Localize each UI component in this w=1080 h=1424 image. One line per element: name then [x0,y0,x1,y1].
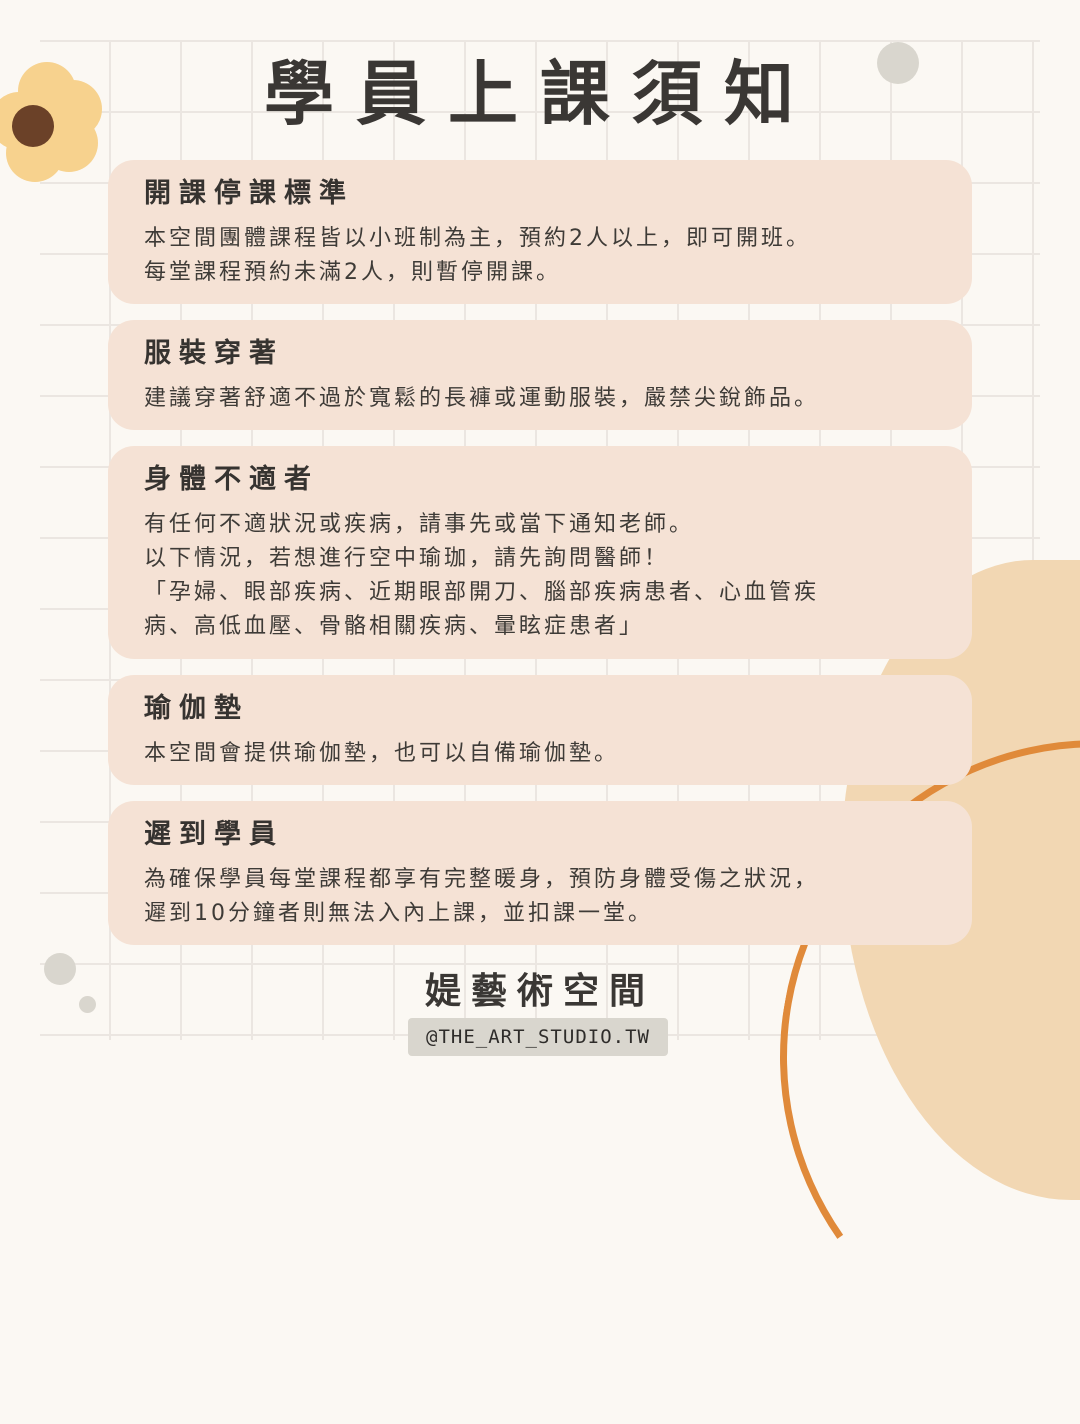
flower-icon [0,62,108,182]
card-text-line: 「孕婦、眼部疾病、近期眼部開刀、腦部疾病患者、心血管疾 [144,580,820,605]
grey-dot-decoration [877,42,919,84]
card-late-students: 遲到學員 為確保學員每堂課程都享有完整暖身，預防身體受傷之狀況， 遲到10分鐘者… [108,801,972,945]
card-dress-code: 服裝穿著 建議穿著舒適不過於寬鬆的長褲或運動服裝，嚴禁尖銳飾品。 [108,320,972,430]
card-text-line: 本空間團體課程皆以小班制為主，預約2人以上，即可開班。 [144,226,811,251]
card-text-line: 建議穿著舒適不過於寬鬆的長褲或運動服裝，嚴禁尖銳飾品。 [144,386,820,411]
social-handle: @THE_ART_STUDIO.TW [426,1026,650,1048]
studio-name: 媞藝術空間 [424,970,655,1012]
grey-dot-decoration [44,953,76,985]
card-text-line: 本空間會提供瑜伽墊，也可以自備瑜伽墊。 [144,741,620,766]
card-text-line: 為確保學員每堂課程都享有完整暖身，預防身體受傷之狀況， [144,867,820,892]
card-class-standard: 開課停課標準 本空間團體課程皆以小班制為主，預約2人以上，即可開班。 每堂課程預… [108,160,972,304]
card-yoga-mat: 瑜伽墊 本空間會提供瑜伽墊，也可以自備瑜伽墊。 [108,675,972,785]
card-heading: 身體不適者 [144,464,319,495]
card-text-line: 遲到10分鐘者則無法入內上課，並扣課一堂。 [144,901,653,926]
card-heading: 服裝穿著 [144,338,284,369]
grey-dot-decoration [79,996,96,1013]
card-text-line: 每堂課程預約未滿2人，則暫停開課。 [144,260,561,285]
card-heading: 開課停課標準 [144,178,354,209]
card-text-line: 有任何不適狀況或疾病，請事先或當下通知老師。 [144,512,695,537]
handle-background [408,1018,668,1056]
card-text-line: 病、高低血壓、骨骼相關疾病、暈眩症患者」 [144,614,645,639]
card-heading: 遲到學員 [144,819,284,850]
card-health-conditions: 身體不適者 有任何不適狀況或疾病，請事先或當下通知老師。 以下情況，若想進行空中… [108,446,972,659]
card-heading: 瑜伽墊 [144,693,249,724]
card-text-line: 以下情況，若想進行空中瑜珈，請先詢問醫師！ [144,546,670,571]
page-title: 學員上課須知 [264,52,816,135]
